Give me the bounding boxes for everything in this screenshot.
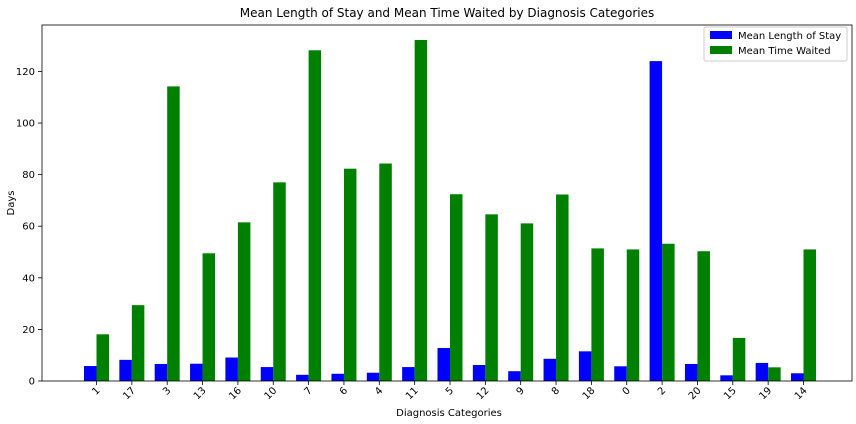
- bar-time-waited-16: [237, 222, 251, 381]
- legend-box: [703, 26, 848, 62]
- x-tick-label: 3: [161, 385, 173, 397]
- bar-length-of-stay-8: [543, 358, 557, 381]
- y-axis: 0 20 40 60 80 100 120: [16, 67, 42, 388]
- x-tick-label: 16: [227, 385, 244, 402]
- x-tick-label: 6: [338, 385, 350, 397]
- plot-frame: [41, 24, 853, 382]
- legend-label-time-waited: Mean Time Waited: [738, 46, 831, 57]
- bar-time-waited-15: [732, 337, 746, 381]
- legend-swatch-length-of-stay: [710, 31, 732, 39]
- x-tick-label: 13: [192, 385, 209, 402]
- bar-length-of-stay-9: [508, 371, 521, 381]
- bar-time-waited-8: [556, 194, 569, 381]
- bar-length-of-stay-15: [720, 375, 733, 381]
- y-tick-label: 40: [22, 273, 35, 284]
- bar-time-waited-0: [626, 249, 640, 381]
- x-tick-label: 11: [404, 385, 421, 402]
- bar-time-waited-12: [485, 214, 498, 381]
- x-tick-label: 2: [656, 385, 668, 397]
- x-tick-label: 19: [757, 385, 774, 402]
- bar-length-of-stay-10: [260, 367, 274, 381]
- x-tick-label: 9: [515, 385, 527, 397]
- bar-length-of-stay-18: [578, 351, 592, 381]
- bar-time-waited-3: [167, 86, 180, 382]
- bar-length-of-stay-1: [84, 366, 97, 381]
- bar-length-of-stay-2: [649, 61, 663, 382]
- bar-length-of-stay-12: [472, 365, 486, 381]
- x-axis-label: Diagnosis Categories: [396, 408, 502, 419]
- bar-time-waited-13: [202, 253, 216, 381]
- bar-length-of-stay-14: [791, 373, 804, 381]
- bar-length-of-stay-0: [614, 366, 627, 381]
- bar-length-of-stay-3: [154, 363, 168, 381]
- y-tick-label: 60: [22, 222, 35, 233]
- x-tick-label: 10: [263, 385, 280, 402]
- x-tick-label: 12: [475, 385, 492, 402]
- bar-time-waited-2: [662, 243, 675, 381]
- bar-length-of-stay-13: [190, 363, 203, 381]
- x-tick-label: 20: [687, 385, 704, 402]
- bar-time-waited-19: [768, 367, 781, 381]
- y-tick-label: 20: [22, 325, 35, 336]
- x-tick-label: 15: [722, 385, 739, 402]
- legend: Mean Length of Stay Mean Time Waited: [703, 26, 848, 62]
- bar-length-of-stay-7: [296, 374, 309, 381]
- bar-length-of-stay-4: [366, 372, 380, 381]
- bar-time-waited-5: [450, 194, 463, 381]
- y-axis-label: Days: [6, 191, 17, 216]
- bar-time-waited-9: [520, 223, 534, 381]
- bar-length-of-stay-19: [755, 362, 769, 381]
- x-tick-label: 5: [444, 385, 456, 397]
- bar-time-waited-1: [96, 334, 109, 381]
- bar-time-waited-10: [273, 182, 286, 381]
- x-tick-label: 4: [373, 385, 385, 397]
- bar-time-waited-7: [308, 50, 322, 381]
- y-tick-label: 80: [22, 170, 35, 181]
- x-tick-label: 8: [550, 385, 562, 397]
- bar-time-waited-4: [379, 163, 392, 381]
- bar-length-of-stay-5: [437, 347, 450, 381]
- bar-length-of-stay-11: [402, 367, 415, 381]
- x-tick-label: 1: [90, 385, 102, 397]
- bar-length-of-stay-16: [225, 357, 238, 381]
- chart-title: Mean Length of Stay and Mean Time Waited…: [240, 6, 654, 20]
- y-tick-label: 0: [29, 377, 35, 388]
- bar-length-of-stay-17: [119, 359, 132, 381]
- bar-time-waited-18: [591, 248, 604, 381]
- x-axis: 1 17 3 13 16 10 7 6 4 11 5 12 9 8 18 0 2 20 15 19 14: [90, 381, 810, 402]
- bar-time-waited-11: [414, 39, 428, 382]
- bar-length-of-stay-6: [331, 373, 344, 381]
- x-tick-label: 17: [121, 385, 138, 402]
- y-tick-label: 120: [16, 67, 35, 78]
- bar-time-waited-14: [803, 249, 816, 381]
- bar-length-of-stay-20: [684, 363, 698, 381]
- bar-time-waited-6: [343, 168, 357, 381]
- bar-time-waited-20: [697, 251, 710, 381]
- x-tick-label: 18: [581, 385, 598, 402]
- y-tick-label: 100: [16, 119, 35, 130]
- plot-area: [84, 39, 816, 382]
- legend-swatch-time-waited: [710, 46, 732, 54]
- x-tick-label: 0: [621, 385, 633, 397]
- legend-label-length-of-stay: Mean Length of Stay: [738, 31, 841, 42]
- x-tick-label: 14: [793, 385, 810, 402]
- bar-time-waited-17: [131, 305, 145, 381]
- x-tick-label: 7: [302, 385, 314, 397]
